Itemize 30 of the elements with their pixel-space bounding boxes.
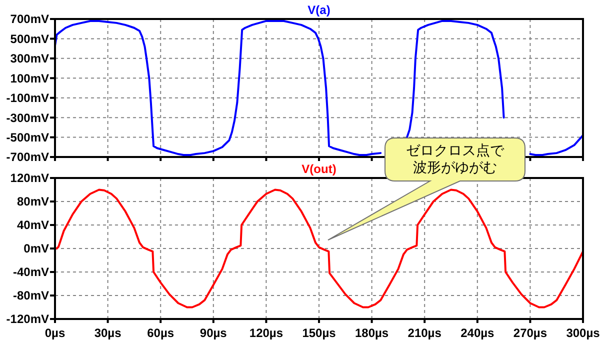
y-tick-label: 40mV <box>16 218 49 232</box>
x-tick-label: 120µs <box>249 326 284 340</box>
x-tick-label: 0µs <box>44 326 66 340</box>
chart-title: V(a) <box>308 3 330 17</box>
x-tick-label: 90µs <box>200 326 228 340</box>
line-series <box>54 188 584 308</box>
x-tick-label: 300µs <box>566 326 600 340</box>
chart-title: V(out) <box>302 162 336 176</box>
x-tick-label: 210µs <box>408 326 442 340</box>
y-tick-label: -300mV <box>6 110 49 125</box>
x-tick-label: 270µs <box>513 326 548 340</box>
y-tick-label: -500mV <box>6 130 49 144</box>
y-tick-label: 700mV <box>10 12 49 26</box>
y-tick-label: 0mV <box>24 242 49 256</box>
x-tick-label: 60µs <box>147 326 174 340</box>
y-tick-label: 100mV <box>10 71 49 86</box>
y-tick-label: -100mV <box>6 91 49 106</box>
y-tick-label: 300mV <box>10 52 49 66</box>
y-tick-label: -40mV <box>12 265 49 280</box>
y-tick-label: 120mV <box>10 171 49 186</box>
annotation: ゼロクロス点で波形がゆがむ <box>406 143 505 176</box>
y-tick-label: -700mV <box>6 150 49 164</box>
y-tick-label: -80mV <box>12 288 49 303</box>
x-tick-label: 240µs <box>460 326 495 340</box>
y-tick-label: 80mV <box>16 194 49 209</box>
x-tick-label: 150µs <box>302 326 336 340</box>
y-tick-label: 500mV <box>10 32 49 46</box>
x-tick-label: 30µs <box>94 326 122 340</box>
y-tick-label: -120mV <box>6 312 49 326</box>
x-tick-label: 180µs <box>354 326 389 340</box>
